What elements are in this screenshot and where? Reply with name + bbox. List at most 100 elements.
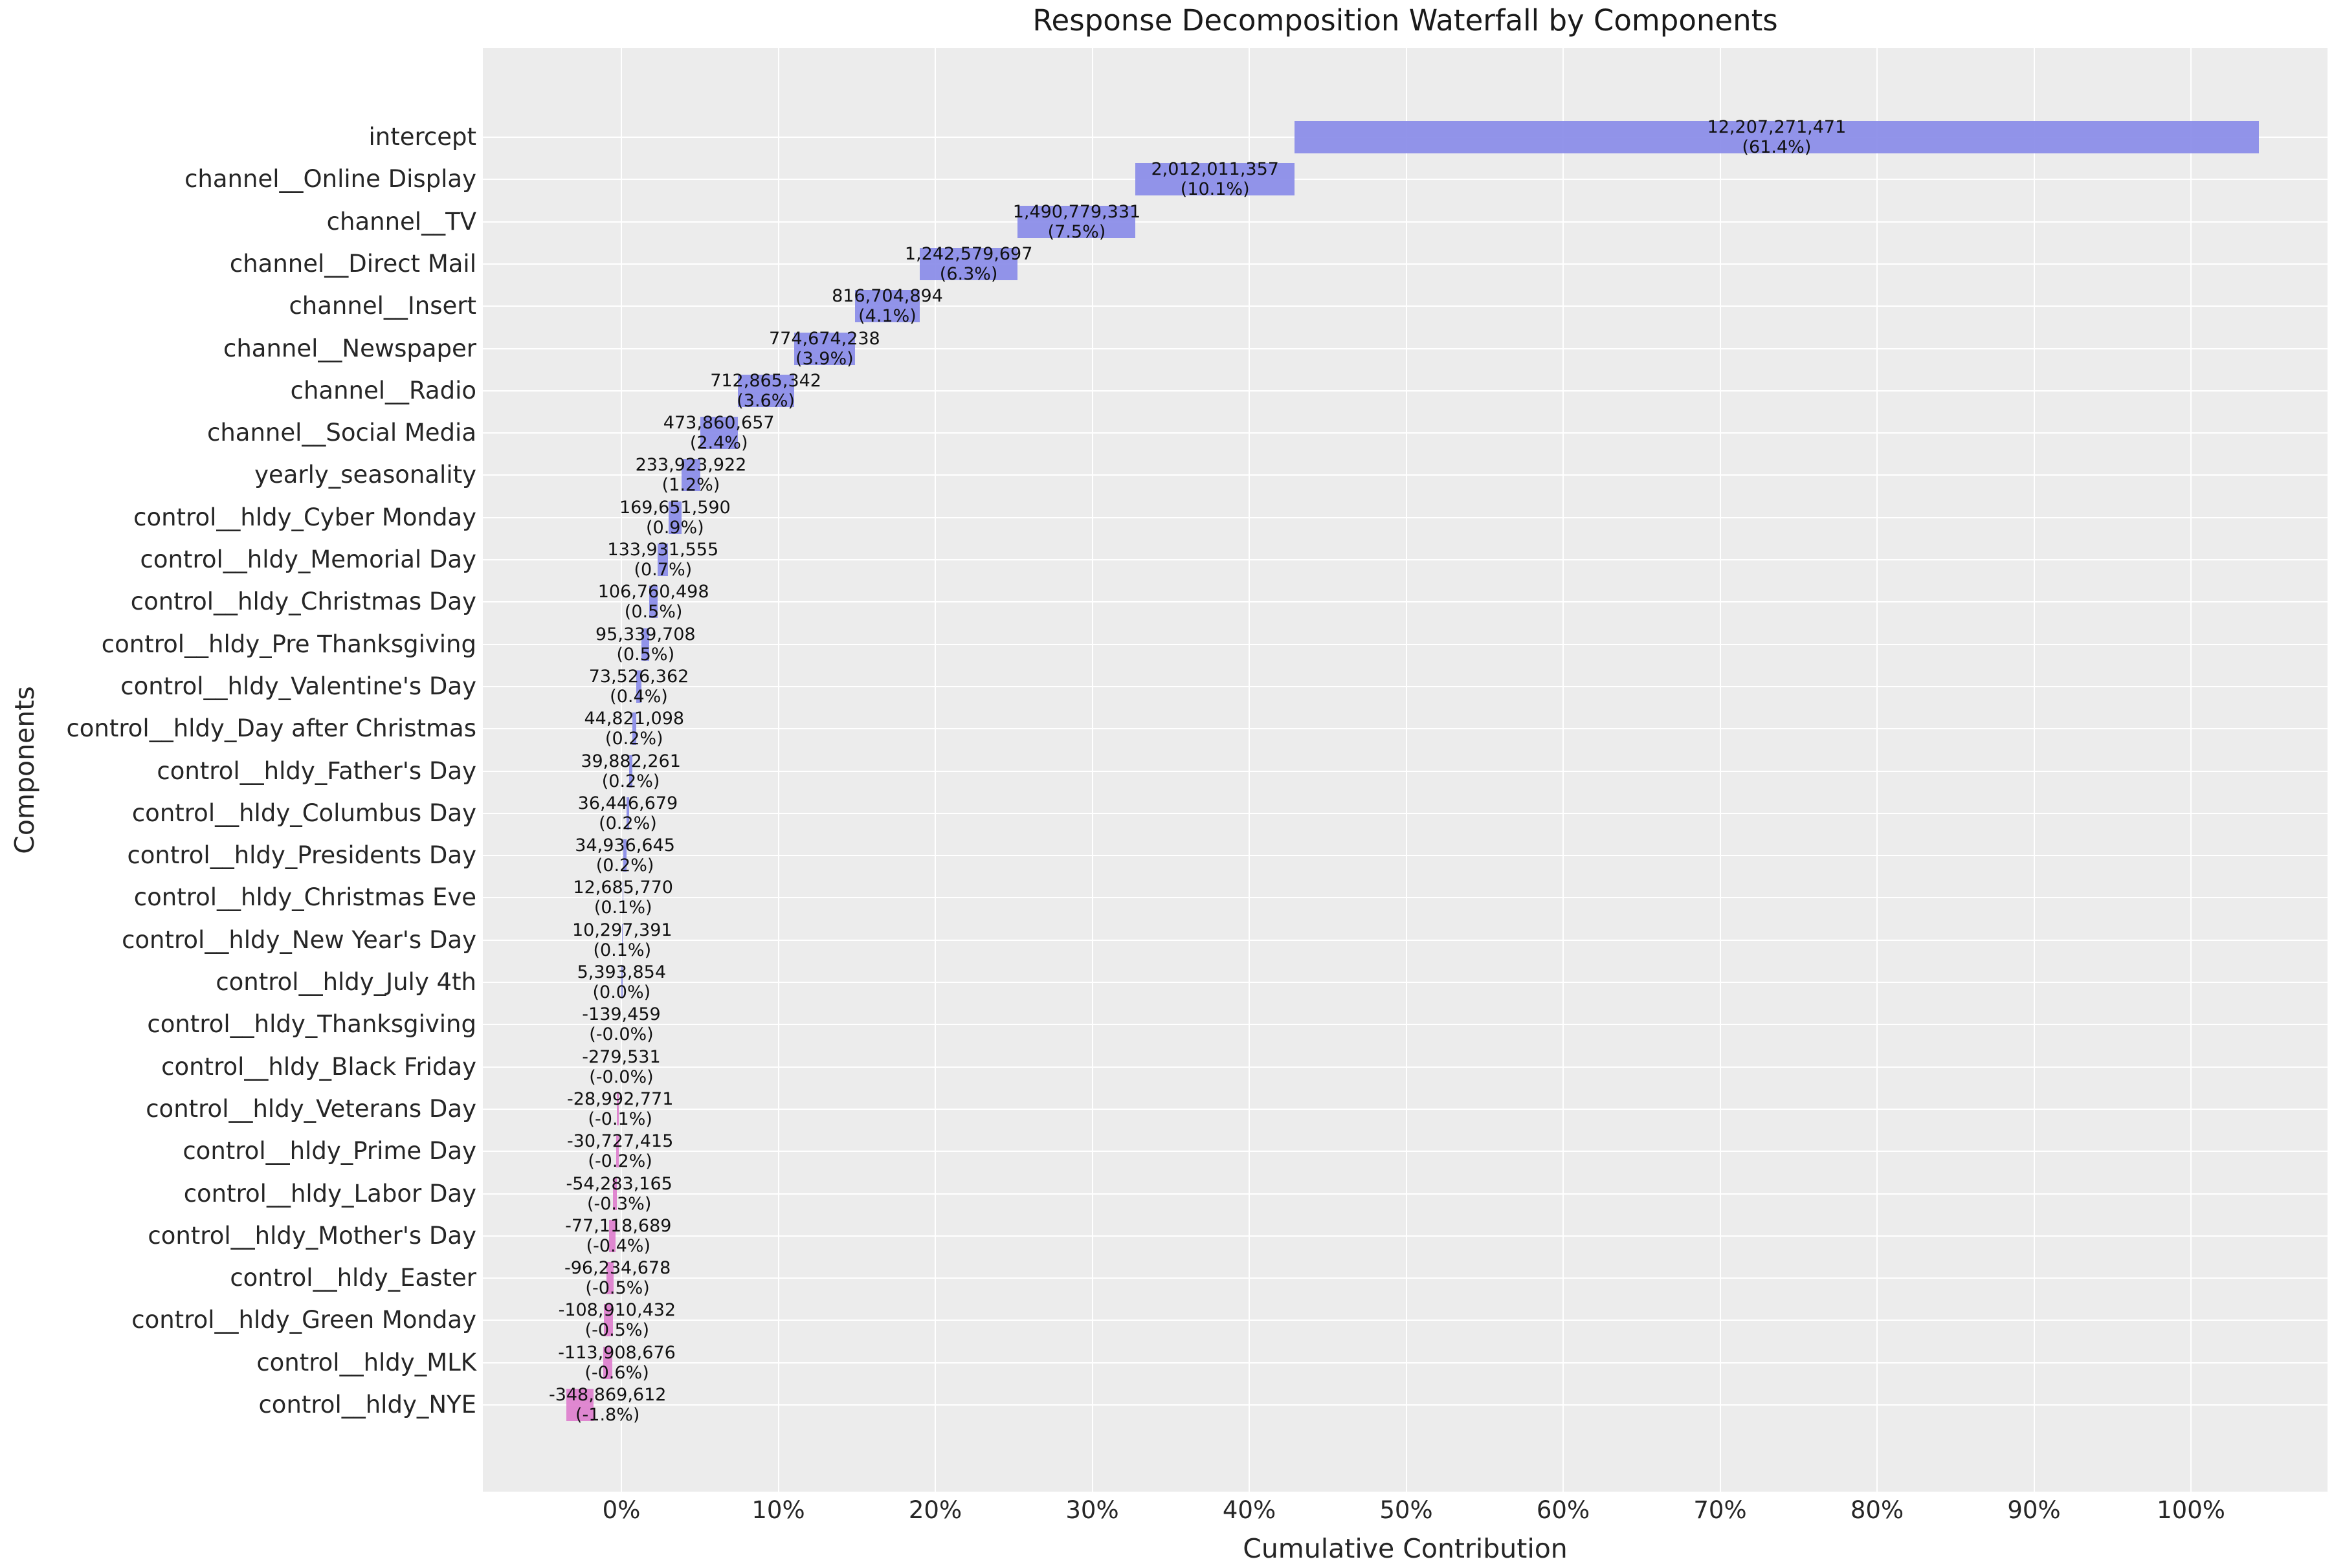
bar-value: -54,283,165	[566, 1173, 672, 1194]
bar-percent: (4.1%)	[858, 306, 917, 327]
bar-value: -77,118,689	[565, 1215, 672, 1236]
y-tick-label: channel__Social Media	[207, 419, 476, 447]
gridline-horizontal	[483, 474, 2328, 476]
waterfall-bar	[1294, 121, 2259, 153]
y-tick-label: control__hldy_NYE	[258, 1391, 476, 1419]
bar-value-label: -279,531 (-0.0%)	[582, 1047, 660, 1087]
bar-percent: (0.5%)	[616, 644, 675, 665]
bar-value-label: -108,910,432 (-0.5%)	[559, 1300, 676, 1340]
waterfall-bar	[641, 628, 650, 661]
x-tick-label: 10%	[751, 1496, 805, 1524]
gridline-horizontal	[483, 516, 2328, 518]
gridline-horizontal	[483, 263, 2328, 265]
gridline-horizontal	[483, 601, 2328, 603]
x-tick-label: 60%	[1536, 1496, 1590, 1524]
x-tick-label: 90%	[2007, 1496, 2061, 1524]
bar-value: 774,674,238	[768, 328, 880, 349]
bar-value: 36,446,679	[577, 793, 678, 813]
bar-value-label: 712,865,342 (3.6%)	[710, 371, 821, 411]
waterfall-bar	[606, 1262, 614, 1295]
bar-value-label: 133,931,555 (0.7%)	[607, 540, 718, 580]
bar-value: -30,727,415	[566, 1131, 674, 1152]
bar-percent: (3.6%)	[737, 390, 795, 411]
bar-value-label: -30,727,415 (-0.2%)	[567, 1131, 673, 1171]
bar-value: 12,685,770	[573, 878, 673, 898]
bar-value: 12,207,271,471	[1707, 117, 1847, 137]
bar-value: 2,012,011,357	[1151, 159, 1279, 180]
gridline-horizontal	[483, 1151, 2328, 1153]
bar-value: 816,704,894	[832, 286, 943, 307]
bar-percent: (-0.1%)	[588, 1109, 652, 1129]
bar-value: -279,531	[582, 1046, 661, 1067]
bar-value-label: 12,685,770 (0.1%)	[573, 878, 673, 918]
y-tick-label: control__hldy_Mother's Day	[148, 1221, 476, 1250]
bar-percent: (-0.2%)	[588, 1151, 652, 1172]
bar-value: -113,908,676	[558, 1342, 676, 1363]
bar-percent: (-0.5%)	[585, 1278, 650, 1299]
gridline-vertical	[621, 48, 622, 1492]
bar-value: 1,242,579,697	[904, 243, 1033, 264]
x-tick-label: 70%	[1693, 1496, 1747, 1524]
waterfall-bar	[623, 839, 627, 872]
x-tick-label: 20%	[908, 1496, 962, 1524]
y-tick-label: control__hldy_Veterans Day	[146, 1094, 476, 1123]
bar-value-label: 34,936,645 (0.2%)	[575, 835, 675, 876]
waterfall-bar	[626, 797, 630, 830]
waterfall-bar	[682, 459, 700, 492]
gridline-vertical	[2190, 48, 2192, 1492]
y-tick-label: channel__Radio	[290, 376, 476, 404]
y-tick-label: control__hldy_New Year's Day	[122, 925, 476, 954]
waterfall-bar	[668, 501, 682, 534]
waterfall-bar	[616, 1092, 619, 1125]
bar-value: 473,860,657	[663, 413, 775, 434]
bar-value-label: 774,674,238 (3.9%)	[769, 329, 880, 369]
y-tick-label: channel__Direct Mail	[229, 249, 476, 278]
y-tick-label: control__hldy_Father's Day	[157, 756, 476, 785]
bar-percent: (3.9%)	[795, 348, 854, 369]
waterfall-bar	[622, 881, 624, 914]
gridline-horizontal	[483, 1277, 2328, 1279]
bar-percent: (-1.8%)	[575, 1405, 640, 1425]
bar-value: 5,393,854	[577, 962, 667, 982]
waterfall-bar	[566, 1389, 594, 1421]
gridline-horizontal	[483, 1235, 2328, 1237]
x-tick-label: 40%	[1222, 1496, 1276, 1524]
bar-value-label: 106,760,498 (0.5%)	[598, 582, 709, 622]
gridline-horizontal	[483, 1193, 2328, 1195]
gridline-vertical	[777, 48, 779, 1492]
gridline-vertical	[1405, 48, 1407, 1492]
gridline-horizontal	[483, 559, 2328, 560]
bar-value-label: 5,393,854 (0.0%)	[577, 962, 666, 1002]
bar-value: 106,760,498	[597, 582, 709, 602]
bar-value: -348,869,612	[548, 1385, 667, 1405]
y-tick-label: control__hldy_Thanksgiving	[147, 1010, 476, 1039]
waterfall-bar	[919, 247, 1018, 280]
bar-percent: (0.1%)	[593, 940, 652, 960]
gridline-horizontal	[483, 348, 2328, 349]
gridline-horizontal	[483, 1362, 2328, 1364]
bar-percent: (0.7%)	[634, 560, 693, 580]
bar-value: 95,339,708	[595, 624, 696, 645]
bar-value-label: 169,651,590 (0.9%)	[619, 498, 731, 538]
bar-value: 34,936,645	[575, 835, 675, 856]
gridline-horizontal	[483, 305, 2328, 307]
bar-percent: (0.4%)	[610, 686, 668, 707]
bar-percent: (-0.6%)	[584, 1362, 649, 1383]
y-tick-label: control__hldy_Pre Thanksgiving	[101, 630, 476, 658]
bar-percent: (0.9%)	[646, 517, 704, 538]
bar-value-label: 44,821,098 (0.2%)	[584, 709, 684, 749]
x-tick-label: 0%	[602, 1496, 641, 1524]
bar-value-label: 2,012,011,357 (10.1%)	[1151, 159, 1279, 199]
bar-percent: (7.5%)	[1047, 221, 1106, 242]
bar-percent: (0.5%)	[624, 602, 683, 623]
y-tick-label: control__hldy_Valentine's Day	[120, 672, 476, 700]
x-tick-label: 100%	[2157, 1496, 2225, 1524]
y-tick-label: control__hldy_Memorial Day	[140, 546, 477, 573]
waterfall-bar	[616, 1135, 619, 1168]
gridline-horizontal	[483, 812, 2328, 814]
bar-percent: (6.3%)	[939, 263, 998, 284]
gridline-horizontal	[483, 770, 2328, 772]
bar-value: 10,297,391	[572, 920, 672, 940]
y-tick-label: control__hldy_Black Friday	[161, 1052, 476, 1081]
